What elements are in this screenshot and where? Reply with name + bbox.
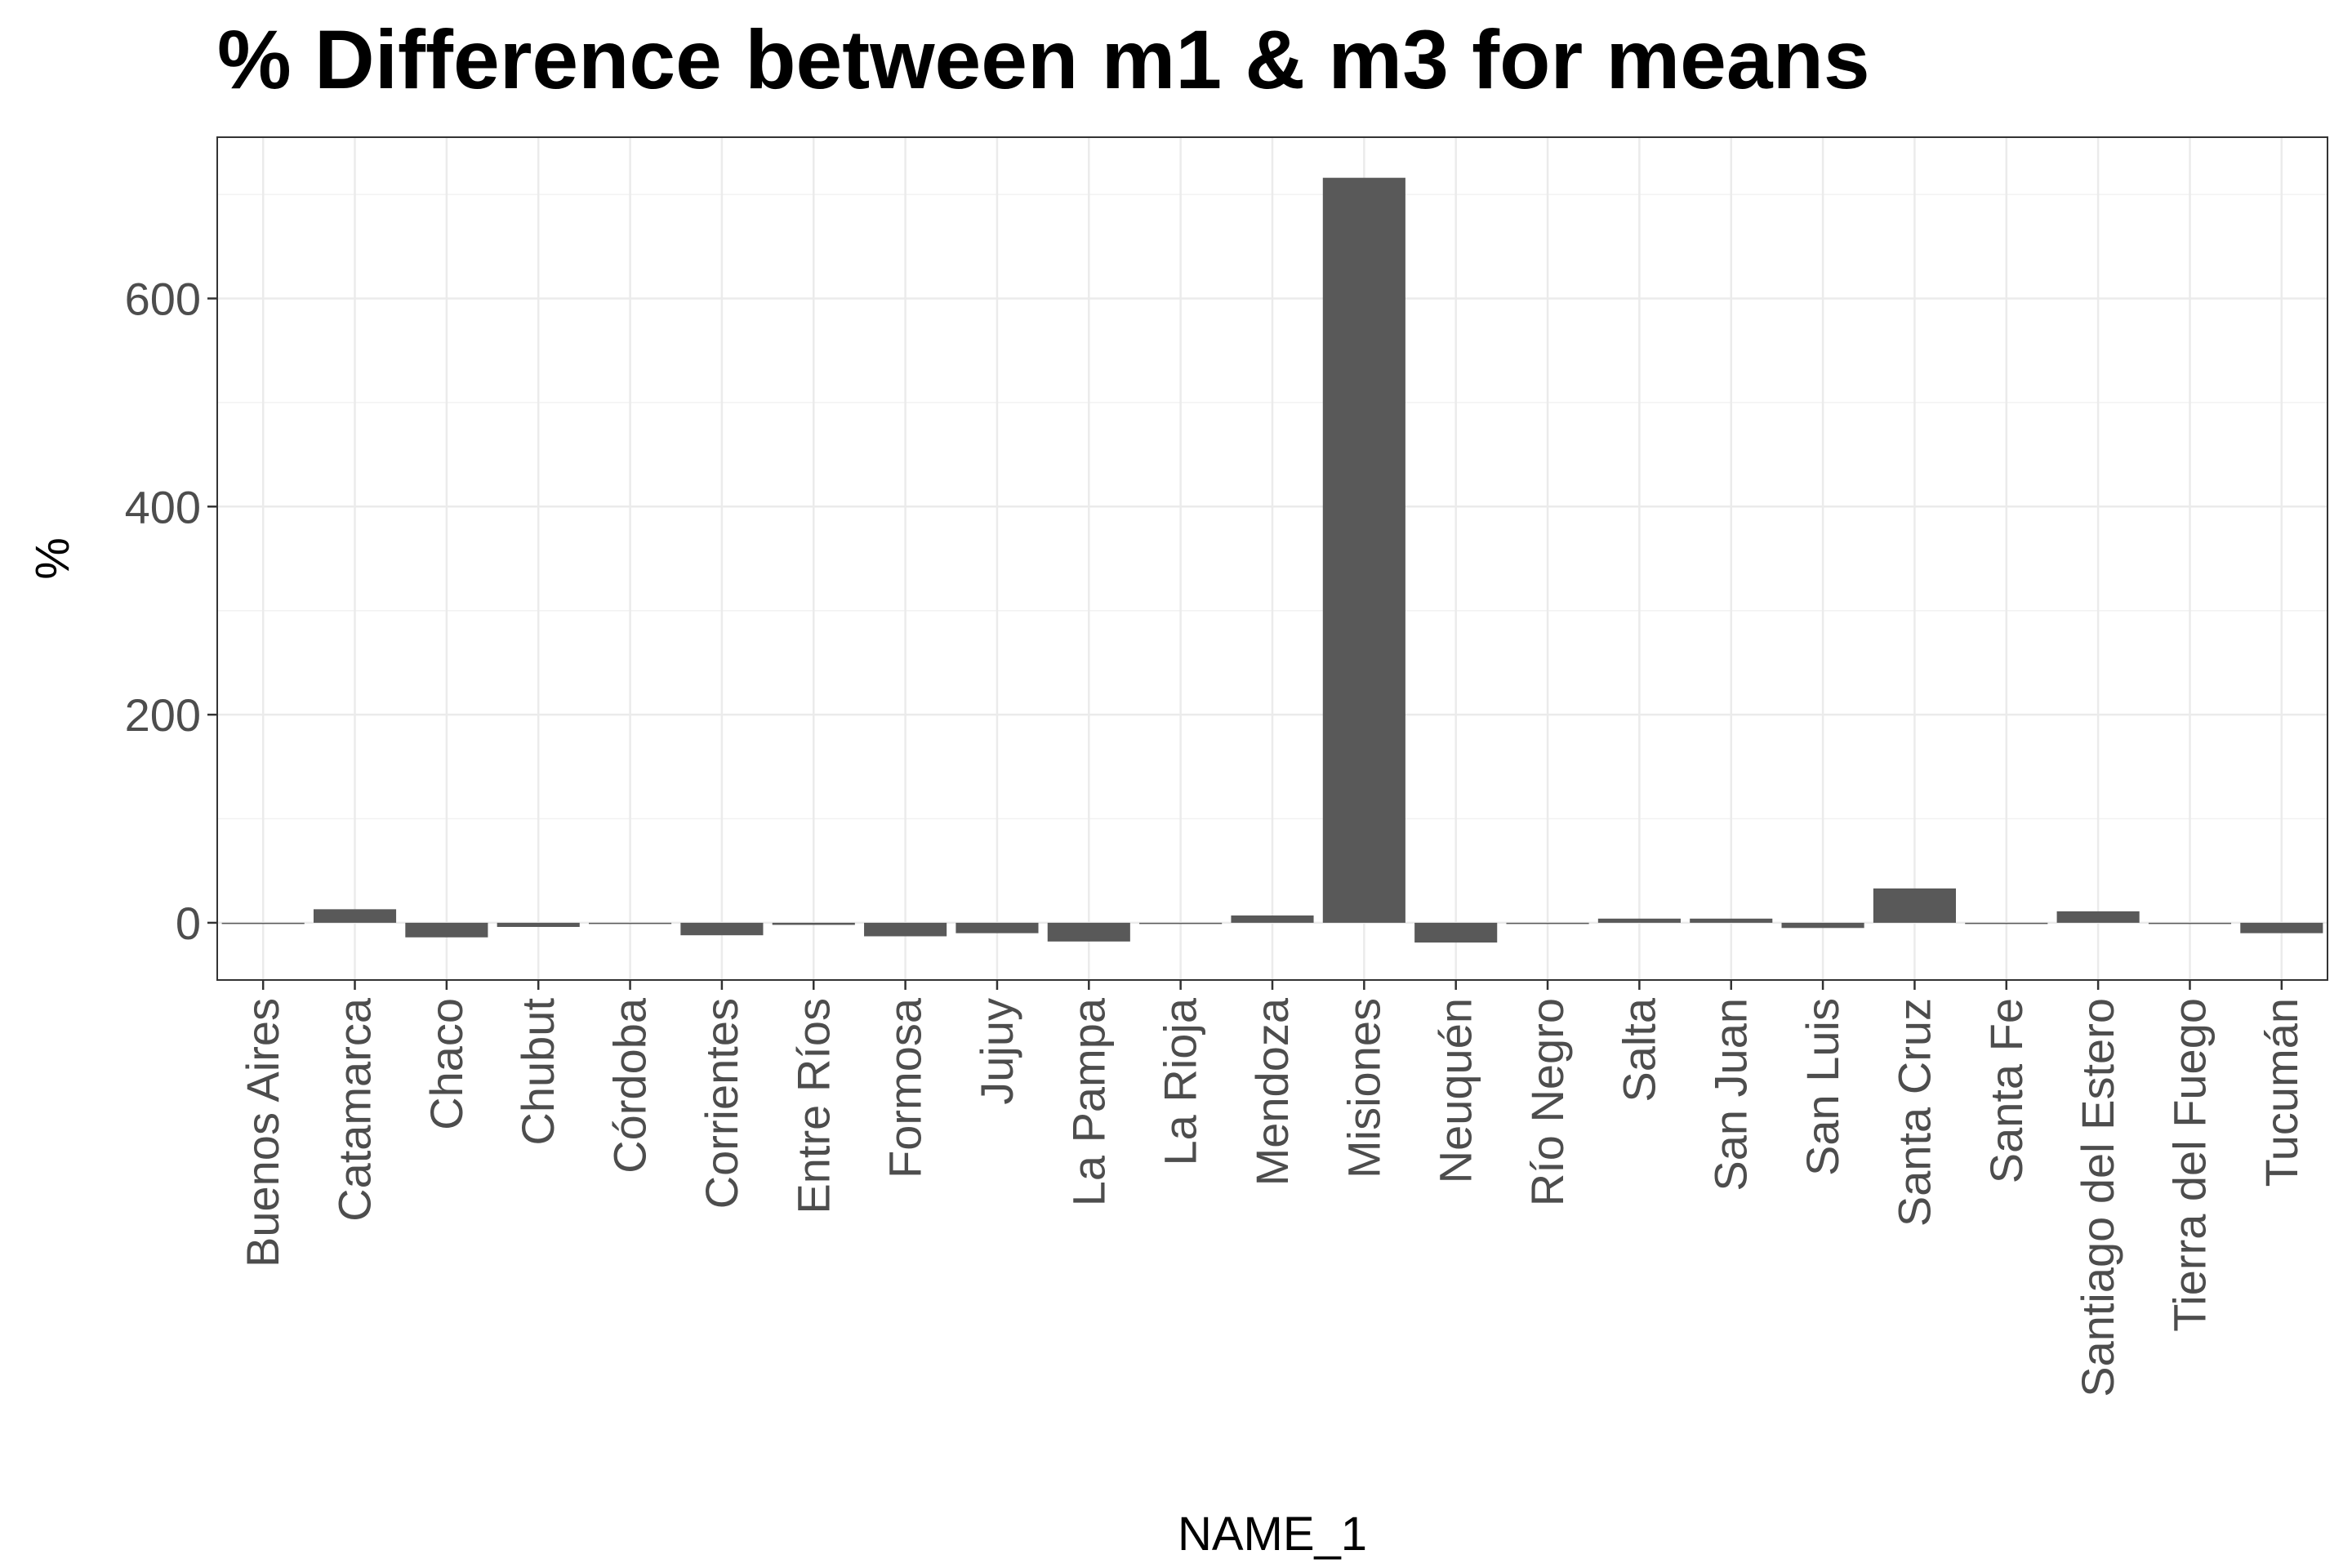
x-tick-label: Mendoza bbox=[1246, 997, 1298, 1186]
x-tick-label: Jujuy bbox=[971, 998, 1022, 1105]
x-tick-label: San Luis bbox=[1797, 998, 1848, 1176]
bar bbox=[864, 922, 947, 937]
x-tick-label: Tucumán bbox=[2256, 998, 2307, 1187]
x-tick-label: Formosa bbox=[880, 997, 931, 1178]
bar bbox=[1231, 915, 1314, 923]
bar bbox=[1414, 922, 1498, 943]
x-tick-label: La Rioja bbox=[1155, 997, 1206, 1165]
x-tick-label: Santa Fe bbox=[1980, 998, 2032, 1183]
x-tick-label: Chubut bbox=[512, 998, 564, 1146]
x-tick-label: Tierra del Fuego bbox=[2163, 998, 2215, 1332]
bar bbox=[589, 922, 672, 924]
x-axis: Buenos Aires Catamarca Chaco Chubut Córdoba C… bbox=[237, 980, 2307, 1397]
y-axis-title: % bbox=[26, 537, 79, 580]
bar bbox=[1597, 918, 1681, 923]
bar bbox=[1690, 918, 1773, 923]
x-tick-label: Río Negro bbox=[1521, 998, 1573, 1206]
bar bbox=[1965, 922, 2048, 924]
x-tick-label: Córdoba bbox=[604, 997, 656, 1174]
y-tick-label: 200 bbox=[125, 689, 201, 741]
x-tick-label: Misiones bbox=[1338, 998, 1389, 1178]
bar bbox=[221, 922, 305, 924]
bar bbox=[1047, 922, 1130, 942]
x-tick-label: Neuquén bbox=[1430, 998, 1481, 1183]
bar bbox=[956, 922, 1039, 933]
bar bbox=[1873, 888, 1956, 923]
bar bbox=[2148, 922, 2232, 924]
x-tick-label: Santiago del Estero bbox=[2072, 998, 2123, 1397]
y-tick-label: 600 bbox=[125, 273, 201, 324]
bar bbox=[1781, 922, 1864, 929]
x-tick-label: La Pampa bbox=[1062, 997, 1114, 1206]
bar bbox=[680, 922, 764, 936]
x-tick-label: Corrientes bbox=[696, 998, 747, 1209]
bar bbox=[1322, 177, 1405, 923]
x-tick-label: Buenos Aires bbox=[237, 998, 288, 1267]
y-tick-label: 400 bbox=[125, 481, 201, 532]
bar bbox=[2056, 911, 2140, 923]
gridlines bbox=[217, 137, 2328, 980]
bar bbox=[405, 922, 488, 938]
chart-title: % Difference between m1 & m3 for means bbox=[217, 13, 1870, 106]
y-tick-label: 0 bbox=[176, 898, 201, 949]
x-tick-label: Catamarca bbox=[329, 997, 381, 1222]
x-tick-label: San Juan bbox=[1705, 998, 1757, 1192]
x-tick-label: Santa Cruz bbox=[1888, 998, 1940, 1227]
x-tick-label: Chaco bbox=[421, 998, 472, 1130]
bar bbox=[1506, 922, 1589, 924]
y-axis: 0 200 400 600 bbox=[125, 273, 217, 949]
x-tick-label: Entre Ríos bbox=[787, 998, 839, 1214]
x-tick-label: Salta bbox=[1613, 997, 1664, 1102]
bar bbox=[1139, 922, 1223, 924]
bars bbox=[221, 177, 2323, 943]
bar bbox=[2240, 922, 2323, 933]
bar bbox=[772, 922, 855, 925]
bar bbox=[313, 909, 397, 923]
x-axis-title: NAME_1 bbox=[1178, 1508, 1367, 1561]
bar bbox=[497, 922, 580, 928]
